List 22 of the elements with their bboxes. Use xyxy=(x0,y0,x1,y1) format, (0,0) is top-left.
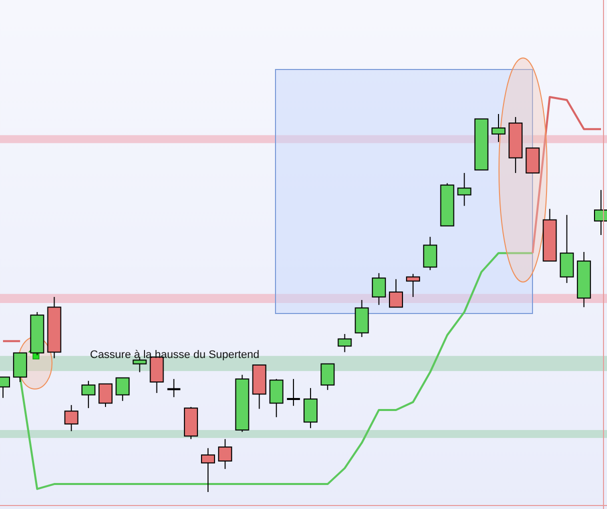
candlestick xyxy=(132,356,147,373)
candlestick xyxy=(201,448,216,492)
candlestick xyxy=(81,380,96,409)
candlestick xyxy=(491,114,506,142)
candlestick xyxy=(166,378,182,398)
candlestick xyxy=(320,363,335,390)
candlestick xyxy=(406,273,420,298)
candlestick xyxy=(338,333,352,353)
candlestick xyxy=(269,378,284,418)
candlestick xyxy=(64,404,78,432)
candlestick xyxy=(286,378,301,406)
candlestick xyxy=(372,272,386,306)
candlestick xyxy=(116,377,130,402)
candlestick xyxy=(560,214,574,284)
candlestick xyxy=(388,278,403,308)
candlestick xyxy=(423,236,438,271)
candlestick xyxy=(304,388,318,429)
candlestick xyxy=(457,172,472,206)
candlestick xyxy=(594,189,607,236)
candlestick xyxy=(98,383,113,408)
candlestick xyxy=(218,438,232,470)
annotation: Cassure à la hausse du Supertend xyxy=(90,349,260,361)
